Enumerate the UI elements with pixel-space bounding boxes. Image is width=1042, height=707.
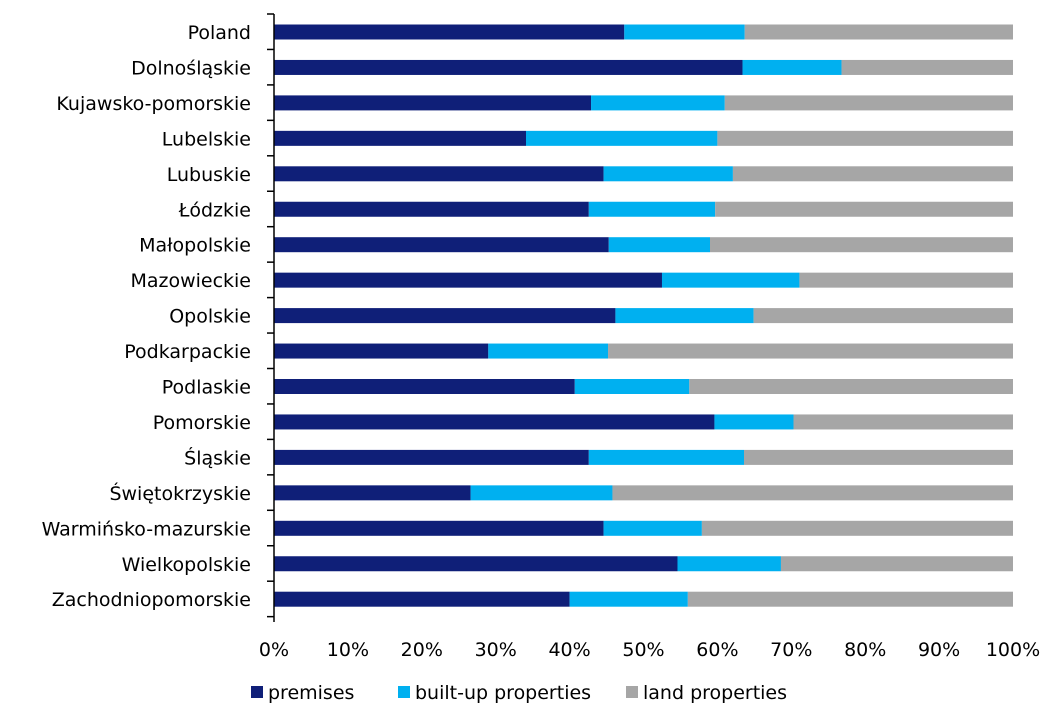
bar-poland-premises bbox=[274, 24, 625, 40]
legend-label-built-up-properties: built-up properties bbox=[415, 682, 591, 704]
bar-lubelskie-premises bbox=[274, 130, 526, 146]
bar-lodzkie-built-up-properties bbox=[588, 201, 716, 217]
bar-dolnoslaskie-built-up-properties bbox=[742, 59, 842, 75]
category-label-lubuskie: Lubuskie bbox=[167, 164, 251, 186]
x-tick-label: 90% bbox=[918, 639, 960, 661]
category-label-lodzkie: Łódzkie bbox=[178, 199, 251, 221]
bar-slaskie-land-properties bbox=[744, 449, 1013, 465]
category-label-kujawsko-pomorskie: Kujawsko-pomorskie bbox=[56, 93, 251, 115]
bar-wielkopolskie-land-properties bbox=[780, 556, 1013, 572]
bar-zachodniopomorskie-land-properties bbox=[687, 591, 1013, 607]
category-label-wielkopolskie: Wielkopolskie bbox=[122, 554, 251, 576]
bar-kujawsko-pomorskie-premises bbox=[274, 95, 592, 111]
x-tick-label: 30% bbox=[475, 639, 517, 661]
x-tick-label: 70% bbox=[770, 639, 812, 661]
bar-lubelskie-land-properties bbox=[717, 130, 1013, 146]
bar-kujawsko-pomorskie-built-up-properties bbox=[591, 95, 725, 111]
bar-opolskie-land-properties bbox=[753, 308, 1013, 324]
bar-swietokrzyskie-land-properties bbox=[612, 485, 1013, 501]
axes-layer bbox=[267, 13, 275, 622]
bar-lodzkie-premises bbox=[274, 201, 589, 217]
bar-pomorskie-premises bbox=[274, 414, 715, 430]
bars-layer bbox=[274, 24, 1013, 607]
bar-podlaskie-land-properties bbox=[689, 379, 1013, 394]
category-label-opolskie: Opolskie bbox=[169, 306, 251, 328]
bar-opolskie-premises bbox=[274, 308, 616, 324]
bar-swietokrzyskie-built-up-properties bbox=[470, 485, 613, 501]
legend-swatch-land-properties bbox=[626, 686, 638, 698]
category-label-warminsko-mazurskie: Warmińsko-mazurskie bbox=[42, 518, 251, 540]
bar-podkarpackie-built-up-properties bbox=[488, 343, 609, 359]
bar-podlaskie-premises bbox=[274, 379, 575, 394]
category-label-mazowieckie: Mazowieckie bbox=[130, 270, 251, 292]
bar-mazowieckie-built-up-properties bbox=[661, 272, 800, 288]
x-tick-label: 20% bbox=[401, 639, 443, 661]
bar-lodzkie-land-properties bbox=[715, 201, 1013, 217]
legend-swatch-built-up-properties bbox=[398, 686, 410, 698]
category-labels: Poland Dolnośląskie Kujawsko-pomorskie Lube… bbox=[42, 22, 251, 611]
category-label-slaskie: Śląskie bbox=[184, 445, 251, 469]
category-label-zachodniopomorskie: Zachodniopomorskie bbox=[52, 589, 251, 611]
bar-slaskie-built-up-properties bbox=[588, 449, 744, 465]
x-tick-label: 40% bbox=[548, 639, 590, 661]
bar-warminsko-mazurskie-land-properties bbox=[701, 520, 1013, 536]
bar-zachodniopomorskie-built-up-properties bbox=[569, 591, 688, 607]
category-label-poland: Poland bbox=[188, 22, 251, 44]
x-tick-labels: 0% 10% 20% 30% 40% 50% 60% 70% 80% 90% 100% bbox=[259, 639, 1040, 661]
x-tick-label: 10% bbox=[327, 639, 369, 661]
bar-podkarpackie-premises bbox=[274, 343, 489, 359]
legend-label-premises: premises bbox=[268, 682, 354, 704]
bar-malopolskie-land-properties bbox=[710, 237, 1013, 253]
bar-zachodniopomorskie-premises bbox=[274, 591, 570, 607]
legend-swatch-premises bbox=[251, 686, 263, 698]
x-tick-label: 80% bbox=[844, 639, 886, 661]
bar-malopolskie-premises bbox=[274, 237, 609, 253]
bar-dolnoslaskie-premises bbox=[274, 59, 743, 75]
bar-lubuskie-land-properties bbox=[732, 166, 1013, 182]
bar-kujawsko-pomorskie-land-properties bbox=[724, 95, 1013, 111]
bar-pomorskie-built-up-properties bbox=[714, 414, 794, 430]
category-label-podkarpackie: Podkarpackie bbox=[124, 341, 251, 363]
bar-warminsko-mazurskie-premises bbox=[274, 520, 604, 536]
category-label-podlaskie: Podlaskie bbox=[162, 377, 251, 399]
bar-slaskie-premises bbox=[274, 449, 589, 465]
bar-warminsko-mazurskie-built-up-properties bbox=[603, 520, 702, 536]
bar-malopolskie-built-up-properties bbox=[608, 237, 711, 253]
bar-lubelskie-built-up-properties bbox=[526, 130, 718, 146]
category-label-swietokrzyskie: Świętokrzyskie bbox=[109, 481, 251, 505]
bar-wielkopolskie-built-up-properties bbox=[677, 556, 781, 572]
bar-mazowieckie-premises bbox=[274, 272, 662, 288]
bar-opolskie-built-up-properties bbox=[615, 308, 754, 324]
x-tick-label: 0% bbox=[259, 639, 289, 661]
x-tick-label: 60% bbox=[696, 639, 738, 661]
bar-pomorskie-land-properties bbox=[793, 414, 1013, 430]
category-label-malopolskie: Małopolskie bbox=[139, 235, 251, 257]
x-tick-label: 100% bbox=[986, 639, 1040, 661]
legend: premises built-up properties land properti… bbox=[251, 682, 787, 704]
legend-label-land-properties: land properties bbox=[643, 682, 787, 704]
x-tick-label: 50% bbox=[622, 639, 664, 661]
bar-lubuskie-premises bbox=[274, 166, 604, 182]
bar-swietokrzyskie-premises bbox=[274, 485, 471, 501]
bar-wielkopolskie-premises bbox=[274, 556, 678, 572]
bar-poland-built-up-properties bbox=[624, 24, 745, 40]
category-label-pomorskie: Pomorskie bbox=[153, 412, 251, 434]
bar-poland-land-properties bbox=[744, 24, 1013, 40]
bar-mazowieckie-land-properties bbox=[799, 272, 1013, 288]
bar-podlaskie-built-up-properties bbox=[574, 379, 690, 394]
category-label-dolnoslaskie: Dolnośląskie bbox=[131, 57, 251, 79]
bar-dolnoslaskie-land-properties bbox=[841, 59, 1013, 75]
bar-podkarpackie-land-properties bbox=[608, 343, 1013, 359]
category-label-lubelskie: Lubelskie bbox=[162, 128, 251, 150]
bar-lubuskie-built-up-properties bbox=[603, 166, 733, 182]
